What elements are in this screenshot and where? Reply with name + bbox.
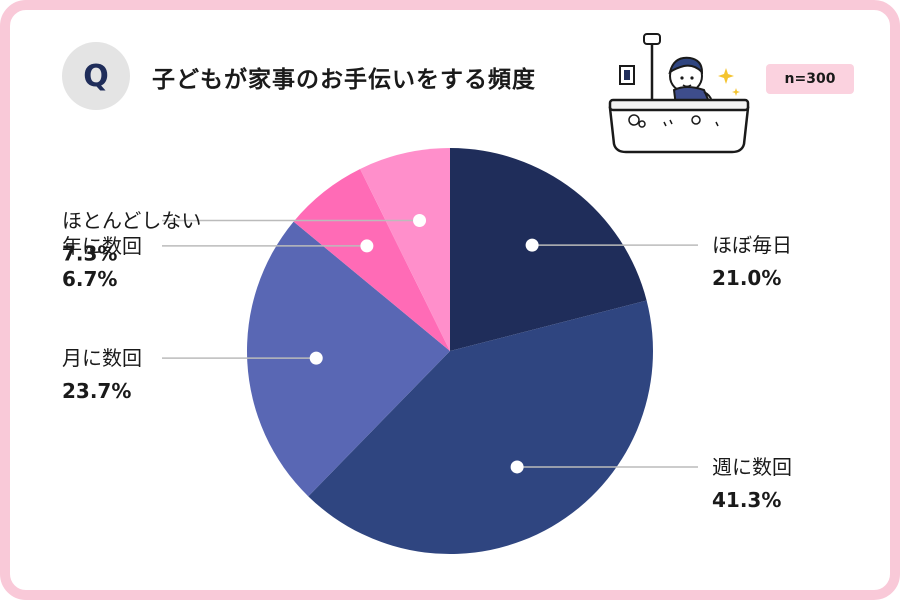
slice-marker-5 bbox=[413, 214, 427, 228]
slice-label-3: 月に数回 bbox=[62, 346, 142, 370]
pie-slice-4 bbox=[293, 168, 450, 351]
slice-marker-1 bbox=[525, 238, 539, 252]
pie-slices bbox=[247, 148, 653, 554]
pie-slice-1 bbox=[450, 148, 647, 351]
slice-label-1: ほぼ毎日 bbox=[712, 233, 792, 257]
slice-value-1: 21.0% bbox=[712, 266, 781, 290]
slice-value-4: 6.7% bbox=[62, 267, 117, 291]
slice-marker-4 bbox=[360, 239, 374, 253]
slice-value-5: 7.3% bbox=[62, 242, 117, 266]
slice-label-2: 週に数回 bbox=[712, 455, 792, 479]
slice-label-5: ほとんどしない bbox=[62, 209, 201, 233]
slice-label-4: 年に数回 bbox=[62, 234, 142, 258]
pie-labels: ほぼ毎日 21.0% 週に数回 41.3% 月に数回 23.7% 年に数回 6.7% ほとんどし… bbox=[62, 209, 792, 512]
chart-title: 子どもが家事のお手伝いをする頻度 bbox=[152, 67, 536, 93]
bath-cleaning-illustration bbox=[608, 33, 750, 154]
sample-size-badge: n=300 bbox=[766, 64, 854, 94]
slice-marker-2 bbox=[510, 460, 524, 474]
pie-slice-3 bbox=[247, 221, 450, 497]
slice-marker-3 bbox=[309, 351, 323, 365]
question-badge: Q bbox=[62, 42, 130, 110]
pie-slice-5 bbox=[360, 148, 450, 351]
pie-slice-2 bbox=[308, 300, 653, 554]
slice-value-3: 23.7% bbox=[62, 379, 131, 403]
slice-value-2: 41.3% bbox=[712, 488, 781, 512]
